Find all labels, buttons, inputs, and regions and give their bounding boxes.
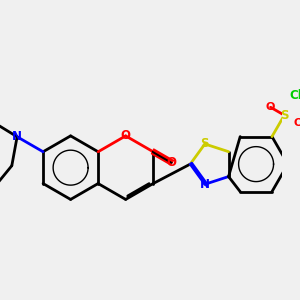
- Text: O: O: [293, 118, 300, 128]
- Text: O: O: [121, 129, 130, 142]
- Text: Cl: Cl: [290, 89, 300, 102]
- Text: O: O: [167, 156, 176, 169]
- Text: S: S: [201, 137, 209, 151]
- Text: N: N: [12, 130, 22, 143]
- Text: S: S: [280, 109, 289, 122]
- Text: N: N: [200, 178, 210, 191]
- Text: O: O: [266, 102, 275, 112]
